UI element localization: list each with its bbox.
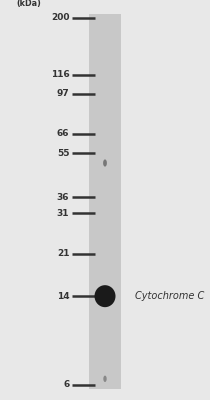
- Text: 55: 55: [57, 148, 69, 158]
- Ellipse shape: [94, 285, 116, 307]
- Text: 31: 31: [57, 208, 69, 218]
- Text: Cytochrome C: Cytochrome C: [135, 291, 205, 301]
- Text: 97: 97: [56, 89, 69, 98]
- Text: 14: 14: [57, 292, 69, 301]
- Text: 116: 116: [51, 70, 69, 80]
- Text: 200: 200: [51, 14, 69, 22]
- Bar: [89, 14, 121, 389]
- Text: (kDa): (kDa): [17, 0, 42, 8]
- Text: 36: 36: [57, 193, 69, 202]
- Circle shape: [103, 376, 107, 382]
- Text: 21: 21: [57, 249, 69, 258]
- Text: 66: 66: [57, 130, 69, 138]
- Text: 6: 6: [63, 380, 69, 389]
- Circle shape: [103, 160, 107, 167]
